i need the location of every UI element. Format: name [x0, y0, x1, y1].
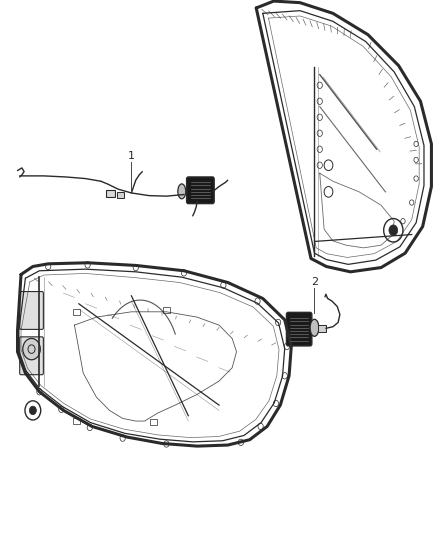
- Text: 1: 1: [128, 151, 135, 161]
- FancyBboxPatch shape: [20, 337, 43, 375]
- FancyBboxPatch shape: [117, 192, 124, 198]
- FancyBboxPatch shape: [286, 312, 312, 346]
- Text: 2: 2: [311, 277, 318, 287]
- Bar: [73, 309, 80, 315]
- Circle shape: [23, 338, 40, 360]
- Bar: [163, 307, 170, 313]
- Circle shape: [389, 225, 398, 236]
- FancyBboxPatch shape: [20, 292, 43, 329]
- Ellipse shape: [310, 319, 319, 336]
- Bar: [73, 418, 80, 424]
- FancyBboxPatch shape: [187, 177, 214, 204]
- Ellipse shape: [178, 184, 186, 199]
- FancyBboxPatch shape: [106, 190, 115, 197]
- FancyBboxPatch shape: [318, 325, 326, 332]
- Bar: [150, 419, 157, 425]
- Circle shape: [29, 406, 36, 415]
